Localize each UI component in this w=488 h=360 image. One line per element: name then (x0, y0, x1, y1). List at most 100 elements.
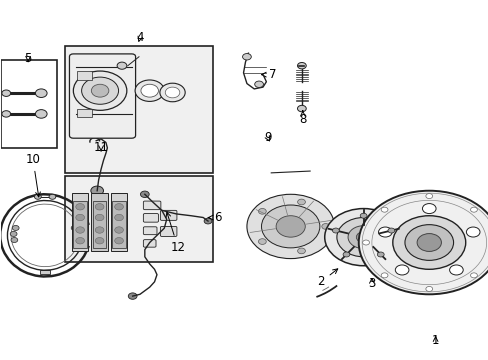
Circle shape (392, 216, 465, 269)
Circle shape (324, 208, 402, 266)
Circle shape (49, 194, 56, 199)
Bar (112, 202, 125, 248)
Bar (93, 202, 106, 248)
FancyBboxPatch shape (160, 226, 177, 237)
Circle shape (377, 252, 384, 257)
Bar (64, 176, 212, 262)
FancyBboxPatch shape (143, 201, 161, 210)
FancyBboxPatch shape (69, 54, 135, 138)
Circle shape (73, 231, 80, 237)
Circle shape (76, 238, 84, 244)
Bar (77, 109, 92, 117)
Circle shape (115, 203, 123, 210)
Circle shape (360, 213, 366, 218)
Circle shape (73, 71, 126, 111)
Text: 11: 11 (93, 141, 108, 154)
FancyBboxPatch shape (143, 240, 156, 247)
Circle shape (95, 203, 104, 210)
Text: 9: 9 (264, 131, 271, 144)
Circle shape (95, 214, 104, 221)
Circle shape (416, 234, 441, 251)
Circle shape (254, 81, 263, 87)
Circle shape (378, 227, 391, 237)
Circle shape (10, 231, 17, 237)
Circle shape (297, 248, 305, 254)
Circle shape (425, 194, 432, 199)
Circle shape (71, 225, 78, 230)
Circle shape (2, 111, 11, 117)
Bar (73, 202, 87, 248)
Text: 3: 3 (367, 277, 375, 290)
Circle shape (404, 225, 453, 260)
Circle shape (141, 84, 158, 97)
Circle shape (93, 196, 101, 202)
Circle shape (387, 228, 394, 233)
Circle shape (347, 226, 378, 249)
Circle shape (448, 265, 462, 275)
Circle shape (95, 238, 104, 244)
Circle shape (258, 239, 265, 244)
Circle shape (261, 205, 319, 248)
Text: 5: 5 (24, 52, 32, 65)
Circle shape (135, 80, 164, 102)
Bar (72, 193, 88, 251)
Text: 4: 4 (136, 31, 143, 44)
FancyBboxPatch shape (143, 227, 157, 235)
Text: 1: 1 (431, 334, 438, 347)
Circle shape (469, 273, 476, 278)
Circle shape (276, 216, 305, 237)
Text: 8: 8 (299, 111, 306, 126)
Circle shape (91, 186, 103, 195)
Circle shape (297, 63, 305, 69)
Bar (1, 60, 57, 148)
Bar (40, 270, 50, 274)
Circle shape (140, 191, 149, 198)
Bar (91, 193, 108, 251)
Circle shape (297, 105, 305, 112)
Circle shape (115, 238, 123, 244)
Circle shape (422, 203, 435, 213)
Circle shape (332, 228, 339, 233)
Text: 6: 6 (208, 211, 222, 224)
Bar (77, 71, 92, 80)
Text: 2: 2 (317, 269, 337, 288)
Circle shape (297, 199, 305, 205)
Circle shape (362, 240, 369, 245)
Circle shape (343, 252, 349, 257)
Circle shape (11, 238, 18, 243)
Circle shape (115, 214, 123, 221)
Bar (111, 193, 127, 251)
Circle shape (115, 227, 123, 233)
Circle shape (466, 227, 479, 237)
Circle shape (358, 191, 488, 294)
Circle shape (242, 54, 251, 60)
Circle shape (81, 77, 118, 104)
Circle shape (380, 207, 387, 212)
Circle shape (203, 218, 211, 224)
Circle shape (356, 232, 370, 243)
Text: 10: 10 (25, 153, 41, 197)
Text: 12: 12 (166, 212, 185, 254)
Circle shape (34, 194, 41, 199)
Circle shape (91, 84, 109, 97)
Circle shape (425, 287, 432, 292)
Circle shape (258, 208, 265, 214)
Circle shape (76, 214, 84, 221)
Circle shape (469, 207, 476, 212)
Circle shape (72, 238, 79, 243)
Circle shape (336, 217, 389, 257)
Circle shape (128, 293, 137, 299)
Circle shape (394, 265, 408, 275)
Circle shape (35, 89, 47, 98)
Circle shape (95, 227, 104, 233)
Circle shape (321, 224, 329, 229)
Text: 7: 7 (261, 68, 276, 81)
FancyBboxPatch shape (160, 210, 177, 220)
Circle shape (165, 87, 180, 98)
Circle shape (117, 62, 126, 69)
Circle shape (12, 225, 19, 230)
FancyBboxPatch shape (143, 213, 158, 222)
Circle shape (246, 194, 334, 258)
Circle shape (380, 273, 387, 278)
Circle shape (76, 203, 84, 210)
